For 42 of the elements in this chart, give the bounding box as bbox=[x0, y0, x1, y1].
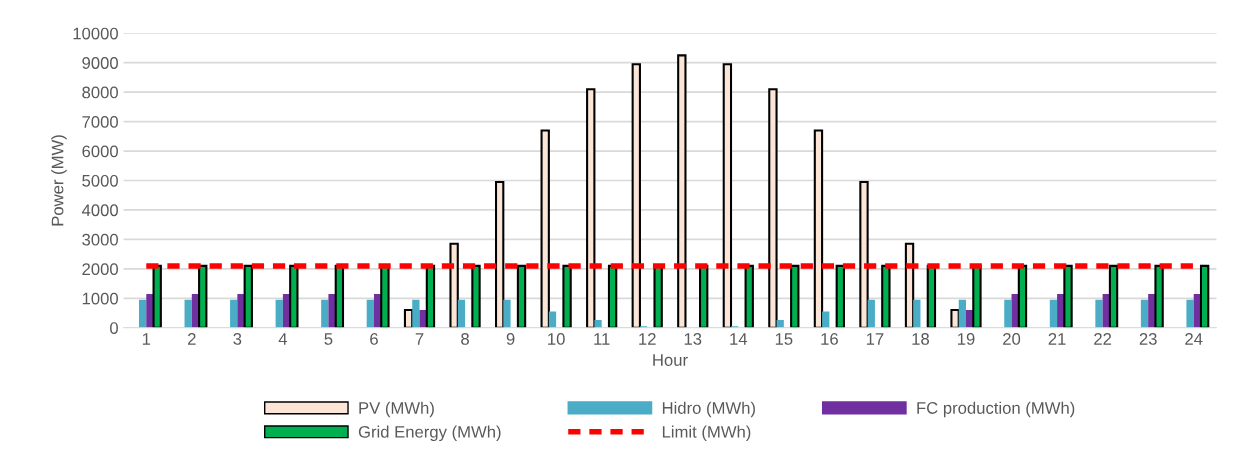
x-tick-label: 1 bbox=[142, 333, 151, 345]
x-tick-label: 9 bbox=[506, 333, 515, 345]
y-tick-label: 3000 bbox=[82, 233, 118, 246]
y-tick-label: 9000 bbox=[82, 57, 118, 69]
x-tick-label: 5 bbox=[324, 333, 333, 345]
x-tick-label: 20 bbox=[1003, 333, 1021, 345]
legend-label: PV (MWh) bbox=[359, 401, 434, 418]
x-tick-label: 19 bbox=[958, 333, 975, 345]
x-tick-label: 11 bbox=[594, 333, 610, 345]
x-tick-label: 13 bbox=[684, 333, 702, 345]
x-tick-label: 14 bbox=[730, 333, 748, 345]
y-tick-label: 5000 bbox=[82, 174, 118, 187]
x-axis-title: Hour bbox=[653, 354, 688, 366]
x-tick-label: 3 bbox=[233, 333, 242, 345]
y-tick-label: 7000 bbox=[82, 116, 118, 128]
x-tick-label: 8 bbox=[461, 333, 469, 345]
y-tick-label: 10000 bbox=[73, 27, 118, 40]
legend-label: Grid Energy (MWh) bbox=[358, 425, 501, 442]
x-tick-label: 17 bbox=[866, 333, 884, 345]
x-tick-label: 22 bbox=[1094, 333, 1112, 345]
y-axis-title: Power (MW) bbox=[51, 135, 67, 226]
legend-label: Hidro (MWh) bbox=[662, 401, 755, 418]
x-tick-label: 10 bbox=[548, 333, 565, 345]
x-tick-label: 16 bbox=[821, 333, 838, 345]
y-tick-label: 6000 bbox=[82, 145, 118, 158]
x-tick-label: 24 bbox=[1185, 333, 1203, 345]
x-tick-label: 4 bbox=[278, 333, 288, 345]
x-tick-label: 2 bbox=[188, 333, 196, 345]
legend-label: Limit (MWh) bbox=[662, 425, 751, 442]
x-tick-label: 21 bbox=[1048, 333, 1066, 345]
y-tick-label: 0 bbox=[110, 322, 118, 334]
legend-label: FC production (MWh) bbox=[917, 401, 1075, 418]
y-tick-label: 4000 bbox=[81, 204, 118, 217]
x-tick-label: 18 bbox=[912, 333, 930, 345]
y-tick-label: 8000 bbox=[82, 86, 118, 99]
x-tick-label: 7 bbox=[415, 333, 424, 345]
y-tick-label: 2000 bbox=[82, 263, 118, 276]
x-tick-label: 15 bbox=[775, 333, 793, 345]
x-tick-label: 23 bbox=[1139, 333, 1157, 345]
x-tick-label: 6 bbox=[370, 333, 378, 345]
y-tick-label: 1000 bbox=[82, 292, 118, 305]
x-tick-label: 12 bbox=[639, 333, 656, 345]
